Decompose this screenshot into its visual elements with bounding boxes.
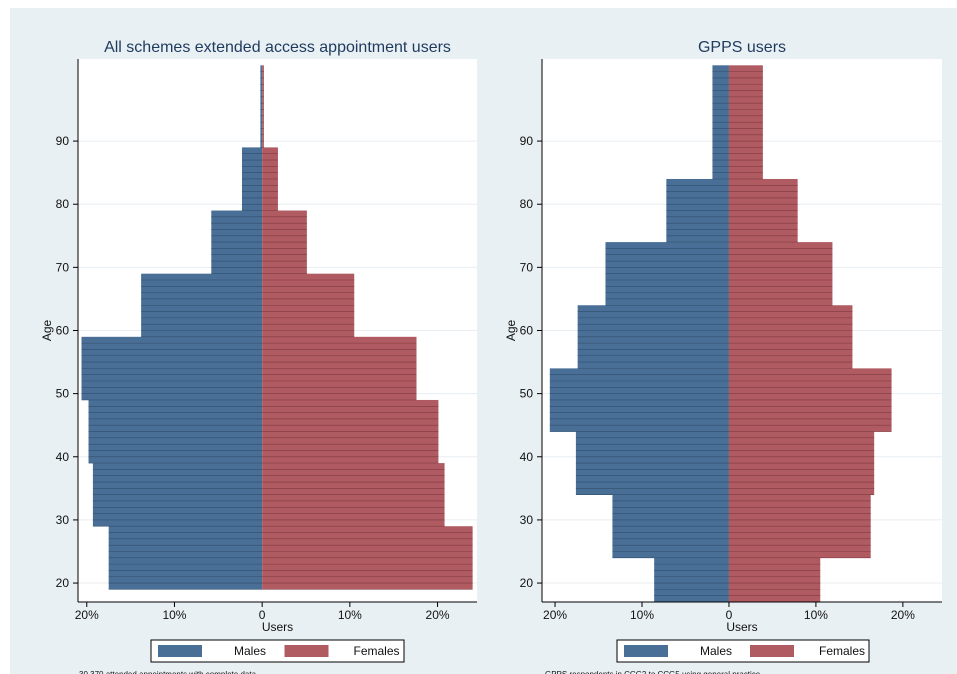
chart-panel-2: 20 30 40 50 60 70 80 90 20% 10% 0 10% 20% Users Age GPP… xyxy=(504,39,942,674)
x-axis-label: Users xyxy=(262,620,293,634)
x-tick-label: 20% xyxy=(75,608,99,622)
legend-swatch-males xyxy=(158,645,202,657)
y-tick-label: 60 xyxy=(520,324,534,338)
y-axis-label: Age xyxy=(40,320,54,342)
x-tick-label: 10% xyxy=(338,608,362,622)
x-tick-label: 0 xyxy=(726,608,733,622)
legend-swatch-females xyxy=(284,645,329,657)
y-tick-label: 30 xyxy=(56,513,70,527)
y-tick-label: 30 xyxy=(520,513,534,527)
x-tick-label: 0 xyxy=(259,608,266,622)
legend-label-females: Females xyxy=(353,644,399,658)
y-axis-label: Age xyxy=(504,320,518,342)
y-tick-label: 90 xyxy=(56,134,70,148)
legend-swatch-males xyxy=(624,645,668,657)
y-tick-label: 40 xyxy=(56,450,70,464)
y-tick-label: 80 xyxy=(56,197,70,211)
x-tick-label: 20% xyxy=(891,608,915,622)
chart-panel-1: 20 30 40 50 60 70 80 90 20% 10% 0 10% 20% Users Age All… xyxy=(40,39,477,674)
x-tick-label: 20% xyxy=(426,608,450,622)
bar-females xyxy=(728,557,821,602)
bar-females xyxy=(262,65,264,148)
legend-swatch-females xyxy=(750,645,794,657)
chart-note: 30,370 attended appointments with comple… xyxy=(79,670,257,674)
x-tick-label: 10% xyxy=(630,608,654,622)
x-tick-label: 10% xyxy=(804,608,828,622)
y-tick-label: 20 xyxy=(520,576,534,590)
chart-title: All schemes extended access appointment … xyxy=(104,39,451,56)
y-tick-label: 90 xyxy=(520,134,534,148)
legend-label-males: Males xyxy=(234,644,266,658)
y-tick-label: 20 xyxy=(56,576,70,590)
y-tick-label: 50 xyxy=(56,387,70,401)
y-tick-label: 60 xyxy=(56,324,70,338)
bar-males xyxy=(260,65,263,148)
chart-title: GPPS users xyxy=(698,39,786,56)
bar-males xyxy=(654,557,729,602)
legend-box xyxy=(616,639,870,663)
y-tick-label: 70 xyxy=(56,260,70,274)
legend: Males Females xyxy=(150,639,405,663)
legend: Males Females xyxy=(616,639,870,663)
y-tick-label: 50 xyxy=(520,387,534,401)
y-tick-label: 80 xyxy=(520,197,534,211)
x-tick-label: 20% xyxy=(543,608,567,622)
legend-label-females: Females xyxy=(819,644,865,658)
legend-box xyxy=(150,639,405,663)
x-axis-label: Users xyxy=(726,620,757,634)
x-tick-label: 10% xyxy=(162,608,186,622)
y-tick-label: 70 xyxy=(520,260,534,274)
legend-label-males: Males xyxy=(700,644,732,658)
y-tick-label: 40 xyxy=(520,450,534,464)
chart-note: GPPS respondents in CCG2 to CCG5 using g… xyxy=(545,670,761,674)
